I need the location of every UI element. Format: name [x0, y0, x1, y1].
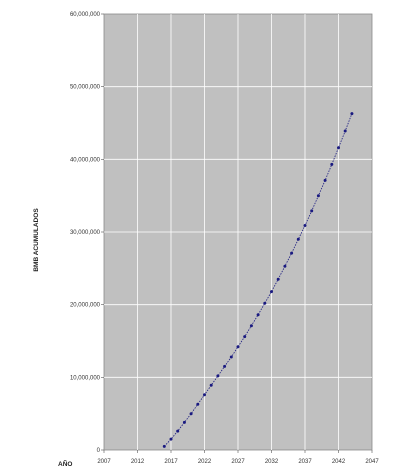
data-point: [229, 355, 233, 359]
y-tick-label: 40,000,000: [70, 157, 101, 163]
data-point: [296, 237, 300, 241]
data-point: [276, 277, 280, 281]
data-point: [303, 224, 307, 227]
y-tick-label: 50,000,000: [70, 85, 101, 91]
x-tick-label: 2047: [365, 459, 379, 465]
data-point: [283, 264, 287, 268]
y-tick-label: 30,000,000: [70, 230, 101, 236]
data-point: [330, 162, 334, 166]
series-path: [164, 113, 353, 447]
x-tick-label: 2017: [164, 459, 178, 465]
x-tick-label: 2042: [332, 459, 346, 465]
data-point: [223, 364, 227, 368]
y-tick-label: 10,000,000: [70, 375, 101, 381]
data-point: [189, 412, 193, 416]
x-axis-title: AÑO: [58, 459, 72, 468]
data-point: [209, 383, 213, 387]
x-tick-label: 2027: [231, 459, 245, 465]
data-point: [323, 178, 327, 182]
y-axis-ticks: 0 10,000,000 20,000,000 30,000,000 40,000,00…: [70, 12, 104, 454]
data-point: [203, 393, 206, 397]
x-tick-label: 2037: [298, 459, 312, 465]
data-point: [162, 444, 166, 448]
data-point: [343, 129, 347, 133]
data-point: [310, 209, 314, 213]
grid: [104, 14, 372, 450]
y-tick-label: 0: [97, 448, 101, 454]
x-axis-ticks: 2007 2012 2017 2022 2027 2032 2037 2042 2047: [97, 450, 379, 465]
data-point: [216, 374, 220, 378]
data-point: [263, 301, 267, 305]
data-point: [316, 194, 320, 198]
series-line: [162, 112, 354, 448]
data-point: [176, 429, 180, 433]
x-tick-label: 2022: [198, 459, 212, 465]
y-axis-title: BMB ACUMULADOS: [33, 208, 40, 272]
data-point: [196, 402, 200, 406]
data-point: [249, 324, 253, 328]
x-tick-label: 2012: [131, 459, 145, 465]
data-point: [169, 437, 173, 441]
y-tick-label: 60,000,000: [70, 12, 101, 18]
data-point: [236, 345, 240, 349]
data-point: [243, 335, 247, 339]
y-tick-label: 20,000,000: [70, 303, 101, 309]
data-point: [270, 290, 273, 294]
data-point: [337, 146, 340, 150]
x-tick-label: 2032: [265, 459, 279, 465]
data-point: [182, 420, 186, 424]
data-point: [350, 112, 354, 116]
data-point: [290, 251, 294, 255]
x-tick-label: 2007: [97, 459, 111, 465]
data-point: [256, 313, 260, 317]
